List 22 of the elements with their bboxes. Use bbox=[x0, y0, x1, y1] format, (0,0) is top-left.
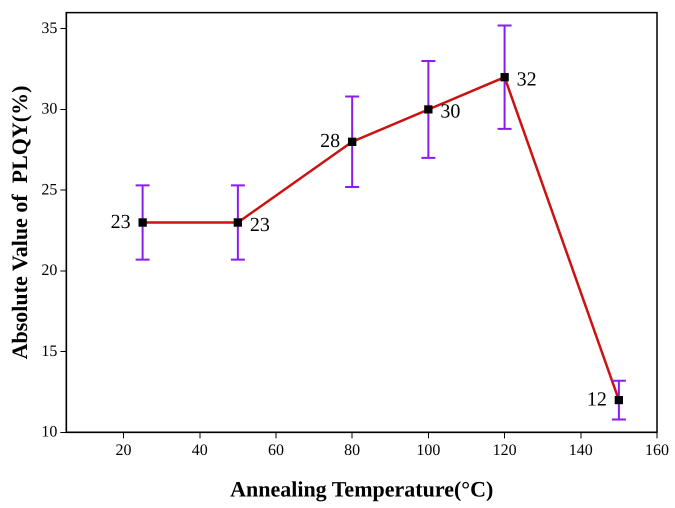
x-tick-label: 120 bbox=[492, 442, 517, 460]
x-tick-label: 20 bbox=[116, 442, 132, 460]
y-tick-label: 20 bbox=[41, 262, 58, 280]
y-tick-label: 35 bbox=[41, 20, 58, 37]
y-tick-label: 25 bbox=[41, 181, 58, 198]
y-tick-label: 10 bbox=[41, 424, 58, 441]
y-tick-label: 15 bbox=[41, 342, 58, 360]
x-tick-label: 60 bbox=[268, 442, 284, 460]
data-label: 32 bbox=[516, 68, 537, 90]
x-axis-title: Annealing Temperature(°C) bbox=[230, 476, 494, 502]
y-axis-title: Absolute Value of PLQY(%) bbox=[6, 86, 32, 360]
data-label: 12 bbox=[586, 388, 607, 410]
data-label: 28 bbox=[320, 130, 340, 152]
x-tick-label: 80 bbox=[344, 442, 360, 460]
data-label: 23 bbox=[110, 210, 131, 233]
data-label: 30 bbox=[440, 100, 460, 123]
x-tick-label: 40 bbox=[192, 442, 208, 460]
x-tick-label: 140 bbox=[568, 442, 593, 460]
x-tick-label: 160 bbox=[645, 442, 669, 460]
x-tick-label: 100 bbox=[416, 442, 440, 460]
y-tick-label: 30 bbox=[41, 100, 58, 118]
data-label: 23 bbox=[250, 214, 270, 236]
